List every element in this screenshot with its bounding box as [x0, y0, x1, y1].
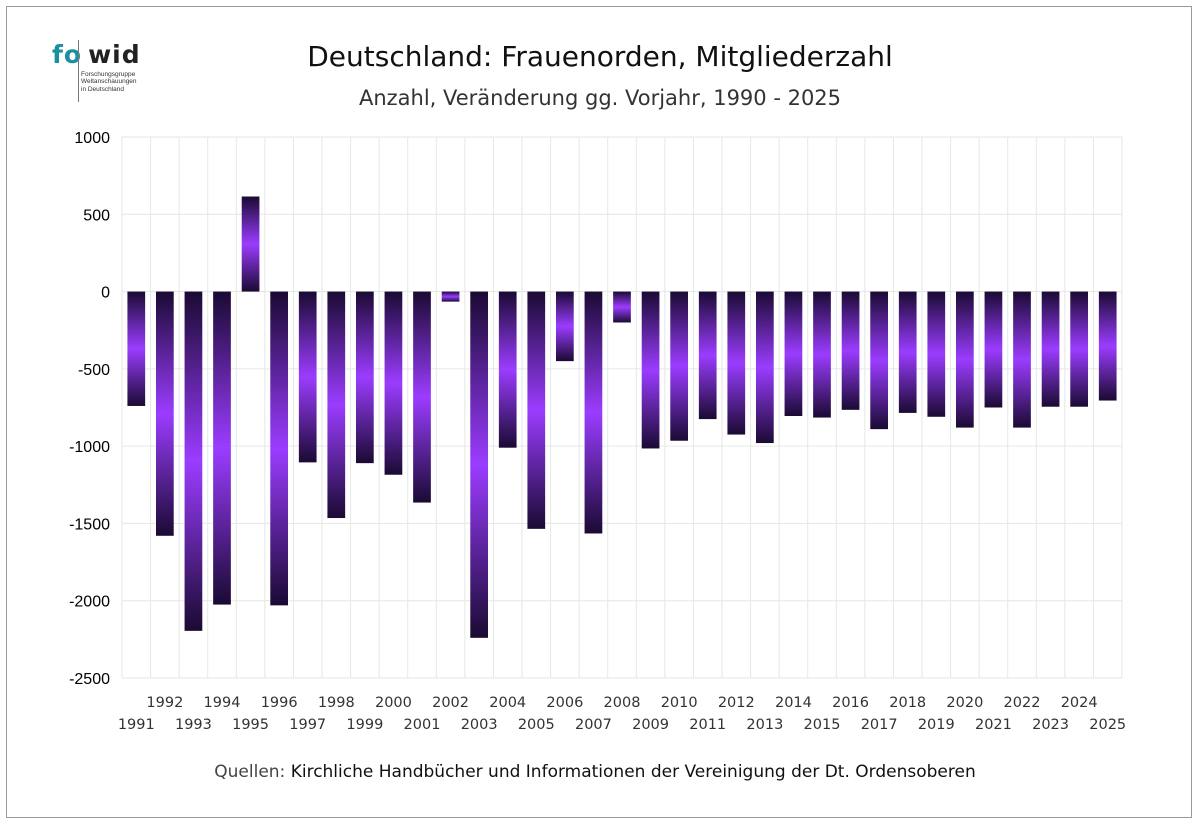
- x-tick-label: 2014: [775, 695, 812, 711]
- bar-2019: [927, 291, 946, 417]
- bar-2008: [613, 291, 631, 323]
- x-tick-label: 2000: [375, 695, 412, 711]
- x-tick-label: 2023: [1032, 717, 1069, 733]
- y-tick-label: 1000: [74, 130, 110, 147]
- bar-1992: [156, 291, 174, 536]
- y-tick-label: 0: [101, 285, 110, 302]
- x-tick-label: 2007: [575, 717, 612, 733]
- x-tick-label: 1991: [118, 717, 155, 733]
- bar-2024: [1070, 291, 1088, 407]
- x-tick-label: 1994: [204, 695, 241, 711]
- logo-wid: wid: [88, 40, 141, 69]
- y-axis: 1000 500 0 -500 -1000 -1500 -2000 -2500: [69, 130, 110, 688]
- x-tick-label: 2016: [832, 695, 869, 711]
- fowid-logo: fo wid Forschungsgruppe Weltanschauungen …: [52, 40, 162, 104]
- x-tick-label: 1993: [175, 717, 212, 733]
- bar-2001: [413, 291, 431, 503]
- y-tick-label: -2000: [69, 594, 110, 611]
- source-text: Kirchliche Handbücher und Informationen …: [290, 762, 976, 782]
- source-note: Quellen: Kirchliche Handbücher und Infor…: [0, 762, 1190, 782]
- bar-2003: [470, 291, 488, 638]
- bar-2015: [813, 291, 831, 418]
- bar-1999: [356, 291, 374, 464]
- logo-fo: fo: [52, 40, 83, 69]
- x-tick-label: 2020: [946, 695, 983, 711]
- bar-2005: [527, 291, 546, 529]
- x-tick-label: 2017: [861, 717, 898, 733]
- bar-1994: [213, 291, 231, 605]
- bar-2017: [870, 291, 888, 430]
- x-tick-label: 2005: [518, 717, 555, 733]
- bar-2014: [784, 291, 803, 417]
- x-tick-label: 1998: [318, 695, 355, 711]
- chart-title: Deutschland: Frauenorden, Mitgliederzahl: [307, 40, 893, 73]
- y-tick-label: -1000: [69, 439, 110, 456]
- x-tick-label: 1997: [289, 717, 326, 733]
- x-tick-label: 2009: [632, 717, 669, 733]
- x-tick-label: 1996: [261, 695, 298, 711]
- logo-separator: [78, 40, 79, 102]
- x-tick-label: 2002: [432, 695, 469, 711]
- bar-1991: [127, 291, 146, 406]
- x-axis: 1991 1992 1993 1994 1995 1996 1997 1998 1999 2000…: [118, 695, 1126, 733]
- bar-2010: [670, 291, 688, 441]
- x-tick-label: 2012: [718, 695, 755, 711]
- x-tick-label: 2010: [661, 695, 698, 711]
- x-tick-label: 2024: [1061, 695, 1098, 711]
- chart-subtitle: Anzahl, Veränderung gg. Vorjahr, 1990 - …: [358, 86, 842, 110]
- bar-2012: [727, 291, 746, 435]
- bar-2018: [898, 291, 917, 413]
- x-tick-label: 2025: [1089, 717, 1126, 733]
- logo-subtitle: Forschungsgruppe Weltanschauungen in Deu…: [81, 71, 137, 93]
- bar-2025: [1098, 291, 1117, 401]
- bar-1995: [241, 196, 260, 292]
- bar-2004: [498, 291, 517, 448]
- y-tick-label: -2500: [69, 671, 110, 688]
- x-tick-label: 2004: [489, 695, 526, 711]
- x-tick-label: 2001: [404, 717, 441, 733]
- x-tick-label: 2015: [804, 717, 841, 733]
- x-tick-label: 2008: [604, 695, 641, 711]
- x-tick-label: 2022: [1004, 695, 1041, 711]
- y-tick-label: -500: [78, 362, 110, 379]
- y-tick-label: 500: [83, 207, 110, 224]
- bar-2013: [756, 291, 774, 444]
- x-tick-label: 2003: [461, 717, 498, 733]
- bar-1997: [298, 291, 317, 463]
- bar-2021: [984, 291, 1003, 408]
- x-tick-label: 2011: [689, 717, 726, 733]
- bar-2000: [384, 291, 403, 475]
- bar-2009: [641, 291, 660, 449]
- bar-2023: [1041, 291, 1060, 407]
- logo-sub-line: in Deutschland: [81, 85, 124, 93]
- x-tick-label: 1999: [346, 717, 383, 733]
- x-tick-label: 2013: [746, 717, 783, 733]
- logo-sub-line: Weltanschauungen: [81, 78, 137, 86]
- logo-sub-line: Forschungsgruppe: [81, 71, 136, 78]
- bar-2011: [698, 291, 717, 420]
- x-tick-label: 1995: [232, 717, 269, 733]
- x-tick-label: 2006: [546, 695, 583, 711]
- x-tick-label: 2021: [975, 717, 1012, 733]
- y-tick-label: -1500: [69, 516, 110, 533]
- bar-2022: [1013, 291, 1031, 428]
- bar-2020: [956, 291, 974, 428]
- bar-2006: [556, 291, 574, 362]
- bar-1998: [327, 291, 346, 519]
- x-tick-label: 1992: [146, 695, 183, 711]
- bar-2016: [841, 291, 860, 410]
- x-tick-label: 2018: [889, 695, 926, 711]
- grid-layer: [121, 136, 1123, 679]
- x-tick-label: 2019: [918, 717, 955, 733]
- bar-2002: [441, 291, 460, 302]
- bar-layer: [127, 196, 1117, 638]
- bar-1993: [184, 291, 203, 631]
- logo-wordmark: fo wid: [52, 40, 141, 69]
- source-label: Quellen:: [214, 762, 286, 782]
- bar-1996: [270, 291, 288, 606]
- bar-2007: [584, 291, 603, 534]
